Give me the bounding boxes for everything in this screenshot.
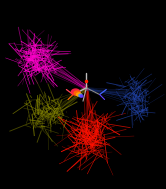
Ellipse shape (77, 93, 81, 96)
Ellipse shape (80, 95, 83, 97)
Ellipse shape (74, 91, 80, 95)
Ellipse shape (71, 89, 80, 95)
Ellipse shape (79, 94, 82, 97)
